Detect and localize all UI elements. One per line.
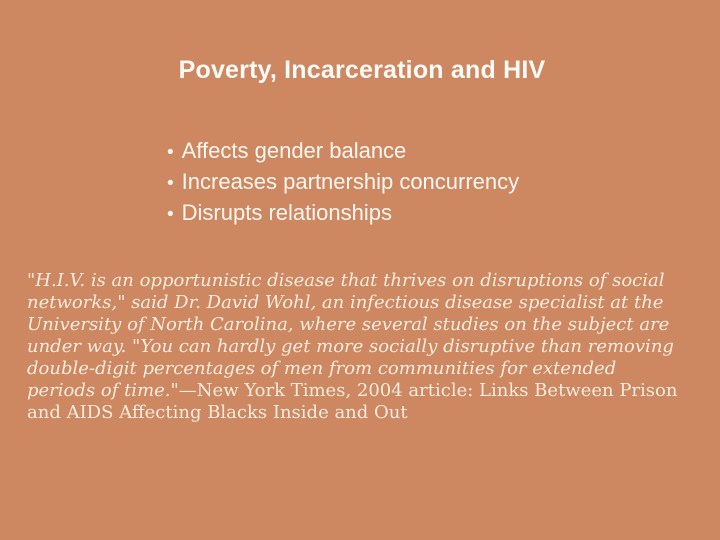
bullet-text: Increases partnership concurrency <box>181 169 520 194</box>
bullet-text: Affects gender balance <box>181 138 407 163</box>
bullet-text: Disrupts relationships <box>181 200 392 225</box>
bullet-icon: • <box>167 173 174 194</box>
quote-block: "H.I.V. is an opportunistic disease that… <box>27 270 685 424</box>
list-item: • Increases partnership concurrency <box>167 167 519 198</box>
list-item: • Disrupts relationships <box>167 198 519 229</box>
quote-text: "H.I.V. is an opportunistic disease that… <box>27 270 674 401</box>
bullet-icon: • <box>167 142 174 163</box>
quote-attribution: —New York Times, 2004 article: Links Bet… <box>27 380 678 423</box>
bullet-icon: • <box>167 204 174 225</box>
slide-title: Poverty, Incarceration and HIV <box>178 56 546 84</box>
list-item: • Affects gender balance <box>167 136 519 167</box>
bullet-list: • Affects gender balance • Increases par… <box>167 136 519 229</box>
